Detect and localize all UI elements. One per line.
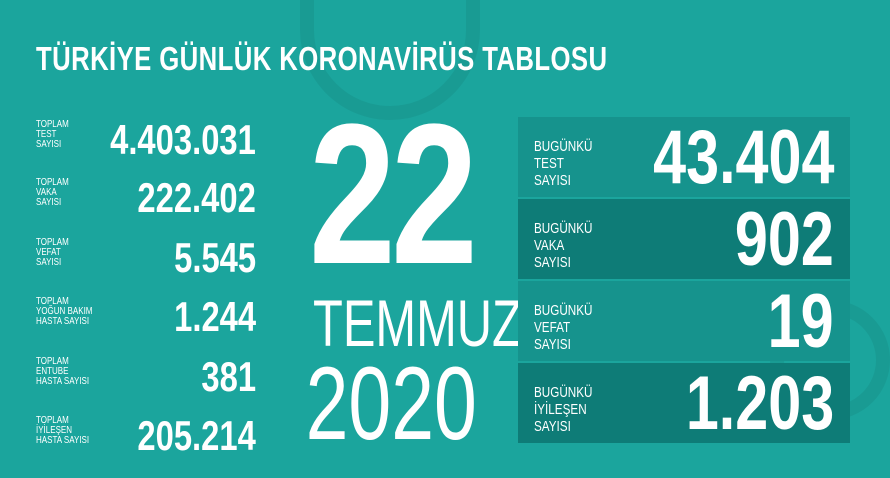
today-recovered: BUGÜNKÜ İYİLEŞEN SAYISI 1.203 xyxy=(518,363,850,443)
total-recovered: TOPLAM İYİLEŞEN HASTA SAYISI 205.214 xyxy=(36,414,256,464)
date-day: 22 xyxy=(309,83,478,306)
total-intubated-value: 381 xyxy=(201,353,256,400)
total-intubated-label: TOPLAM ENTUBE HASTA SAYISI xyxy=(36,356,90,387)
total-icu: TOPLAM YOĞUN BAKIM HASTA SAYISI 1.244 xyxy=(36,295,256,345)
total-test-label: TOPLAM TEST SAYISI xyxy=(36,119,69,150)
date-month: TEMMUZ xyxy=(313,286,522,360)
total-deaths-value: 5.545 xyxy=(174,234,256,281)
total-deaths: TOPLAM VEFAT SAYISI 5.545 xyxy=(36,236,256,286)
today-cases-value: 902 xyxy=(735,197,834,282)
today-test-value: 43.404 xyxy=(652,115,834,200)
total-deaths-label: TOPLAM VEFAT SAYISI xyxy=(36,237,69,268)
today-test: BUGÜNKÜ TEST SAYISI 43.404 xyxy=(518,117,850,197)
total-test: TOPLAM TEST SAYISI 4.403.031 xyxy=(36,118,256,168)
today-cases-label: BUGÜNKÜ VAKA SAYISI xyxy=(534,220,593,271)
today-recovered-value: 1.203 xyxy=(685,361,834,446)
total-recovered-label: TOPLAM İYİLEŞEN HASTA SAYISI xyxy=(36,415,90,446)
today-deaths-label: BUGÜNKÜ VEFAT SAYISI xyxy=(534,302,593,353)
total-cases-value: 222.402 xyxy=(137,174,256,221)
total-icu-value: 1.244 xyxy=(174,293,256,340)
total-intubated: TOPLAM ENTUBE HASTA SAYISI 381 xyxy=(36,355,256,405)
date-year: 2020 xyxy=(305,346,477,462)
today-deaths-value: 19 xyxy=(768,279,834,364)
today-test-label: BUGÜNKÜ TEST SAYISI xyxy=(534,138,593,189)
today-deaths: BUGÜNKÜ VEFAT SAYISI 19 xyxy=(518,281,850,361)
today-cases: BUGÜNKÜ VAKA SAYISI 902 xyxy=(518,199,850,279)
today-recovered-label: BUGÜNKÜ İYİLEŞEN SAYISI xyxy=(534,384,593,435)
total-cases-label: TOPLAM VAKA SAYISI xyxy=(36,177,69,208)
total-recovered-value: 205.214 xyxy=(137,412,256,459)
page-title: TÜRKİYE GÜNLÜK KORONAVİRÜS TABLOSU xyxy=(36,40,608,77)
total-cases: TOPLAM VAKA SAYISI 222.402 xyxy=(36,176,256,226)
total-test-value: 4.403.031 xyxy=(110,116,256,163)
total-icu-label: TOPLAM YOĞUN BAKIM HASTA SAYISI xyxy=(36,296,93,327)
